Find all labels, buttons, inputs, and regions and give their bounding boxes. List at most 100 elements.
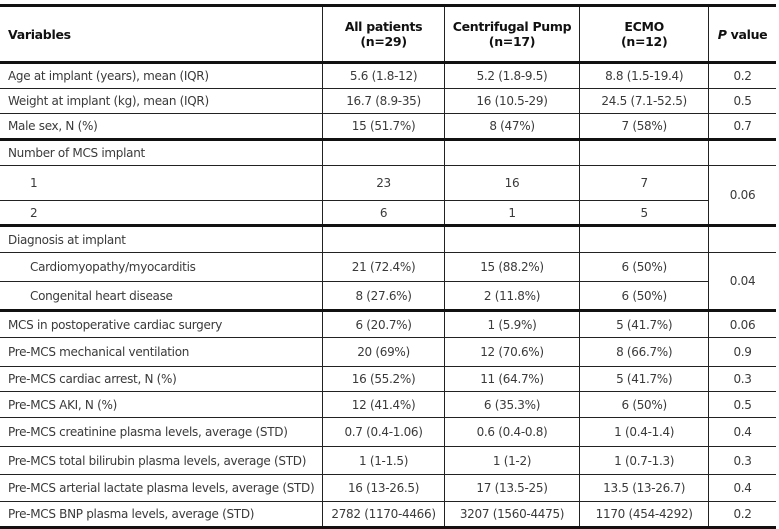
table-row: MCS in postoperative cardiac surgery 6 (2… [0, 310, 776, 338]
cell-all-patients: 2782 (1170-4466) [322, 501, 445, 529]
cell-p-value [708, 225, 776, 253]
row-label: MCS in postoperative cardiac surgery [0, 310, 323, 338]
row-label: 1 [0, 165, 323, 201]
cell-p-value: 0.4 [708, 417, 776, 447]
cell-centrifugal-pump [443, 225, 580, 253]
table-body: Age at implant (years), mean (IQR) 5.6 (1… [0, 62, 776, 529]
row-label: Pre-MCS cardiac arrest, N (%) [0, 366, 323, 392]
row-label: Number of MCS implant [0, 139, 323, 166]
table-row: Cardiomyopathy/myocarditis 21 (72.4%) 15 (… [0, 252, 776, 312]
cell-p-value: 0.5 [708, 88, 776, 114]
cell-p-value: 0.9 [708, 337, 776, 367]
row-label: Congenital heart disease [0, 281, 323, 312]
cell-all-patients: 16 (13-26.5) [322, 474, 445, 502]
header-variables: Variables [0, 5, 323, 63]
cell-ecmo: 8.8 (1.5-19.4) [579, 62, 709, 89]
header-text: Centrifugal Pump [452, 19, 572, 34]
row-label: 2 [0, 200, 323, 227]
row-label: Male sex, N (%) [0, 113, 323, 141]
cell-ecmo: 8 (66.7%) [579, 337, 709, 367]
header-text: All patients [344, 19, 423, 34]
cell-all-patients: 12 (41.4%) [322, 391, 445, 418]
cell-p-value: 0.06 [708, 165, 776, 227]
cell-ecmo: 6 (50%) [579, 281, 709, 312]
row-label: Age at implant (years), mean (IQR) [0, 62, 323, 89]
table-row: Congenital heart disease 8 (27.6%) 2 (11.8… [0, 281, 776, 312]
header-n: (n=17) [488, 34, 536, 49]
cell-all-patients: 1 (1-1.5) [322, 446, 445, 475]
row-label: Pre-MCS mechanical ventilation [0, 337, 323, 367]
cell-centrifugal-pump: 16 [443, 165, 580, 201]
row-label: Weight at implant (kg), mean (IQR) [0, 88, 323, 114]
cell-centrifugal-pump: 6 (35.3%) [443, 391, 580, 418]
cell-ecmo: 7 (58%) [579, 113, 709, 141]
cell-centrifugal-pump: 1 (5.9%) [443, 310, 580, 338]
cell-centrifugal-pump: 2 (11.8%) [443, 281, 580, 312]
cell-centrifugal-pump: 16 (10.5-29) [443, 88, 580, 114]
header-value: value [726, 26, 768, 42]
cell-ecmo: 7 [579, 165, 709, 201]
cell-p-value: 0.3 [708, 446, 776, 475]
cell-all-patients: 0.7 (0.4-1.06) [322, 417, 445, 447]
header-centrifugal-pump: Centrifugal Pump (n=17) [443, 5, 580, 63]
table-row: Pre-MCS cardiac arrest, N (%) 16 (55.2%) 1… [0, 366, 776, 392]
row-label: Pre-MCS AKI, N (%) [0, 391, 323, 418]
patient-characteristics-table: Variables All patients (n=29) Centrifugal… [0, 4, 776, 529]
cell-centrifugal-pump: 0.6 (0.4-0.8) [443, 417, 580, 447]
header-p-value: P value [708, 5, 776, 63]
row-label: Pre-MCS creatinine plasma levels, averag… [0, 417, 323, 447]
cell-ecmo: 13.5 (13-26.7) [579, 474, 709, 502]
table-row: Number of MCS implant [0, 139, 776, 166]
table-row: Pre-MCS AKI, N (%) 12 (41.4%) 6 (35.3%) 6 (… [0, 391, 776, 418]
table-row: Diagnosis at implant [0, 225, 776, 253]
cell-ecmo: 5 [579, 200, 709, 227]
cell-ecmo: 6 (50%) [579, 391, 709, 418]
table-row: Pre-MCS BNP plasma levels, average (STD)… [0, 501, 776, 529]
cell-p-value: 0.2 [708, 62, 776, 89]
cell-centrifugal-pump: 12 (70.6%) [443, 337, 580, 367]
table-row: Male sex, N (%) 15 (51.7%) 8 (47%) 7 (58%) 0… [0, 113, 776, 141]
cell-centrifugal-pump: 11 (64.7%) [443, 366, 580, 392]
row-label: Diagnosis at implant [0, 225, 323, 253]
table-row: Weight at implant (kg), mean (IQR) 16.7 (… [0, 88, 776, 114]
header-row: Variables All patients (n=29) Centrifugal… [0, 5, 776, 63]
table-row: Pre-MCS mechanical ventilation 20 (69%) 12… [0, 337, 776, 367]
cell-all-patients: 6 (20.7%) [322, 310, 445, 338]
header-p: P [717, 26, 727, 42]
header-text: Variables [8, 26, 71, 42]
header-ecmo: ECMO (n=12) [579, 5, 709, 63]
cell-all-patients: 8 (27.6%) [322, 281, 445, 312]
cell-p-value: 0.4 [708, 474, 776, 502]
cell-all-patients: 5.6 (1.8-12) [322, 62, 445, 89]
cell-p-value: 0.2 [708, 501, 776, 529]
row-label: Pre-MCS BNP plasma levels, average (STD) [0, 501, 323, 529]
cell-ecmo: 24.5 (7.1-52.5) [579, 88, 709, 114]
header-all-patients: All patients (n=29) [322, 5, 445, 63]
cell-p-value: 0.7 [708, 113, 776, 141]
header-text: ECMO [624, 19, 664, 34]
header-n: (n=12) [620, 34, 668, 49]
cell-ecmo: 1170 (454-4292) [579, 501, 709, 529]
cell-ecmo: 6 (50%) [579, 252, 709, 282]
cell-centrifugal-pump: 15 (88.2%) [443, 252, 580, 282]
cell-centrifugal-pump: 1 (1-2) [443, 446, 580, 475]
table-row: Pre-MCS total bilirubin plasma levels, a… [0, 446, 776, 475]
cell-p-value [708, 139, 776, 166]
table-row: Pre-MCS creatinine plasma levels, averag… [0, 417, 776, 447]
cell-ecmo: 1 (0.7-1.3) [579, 446, 709, 475]
cell-centrifugal-pump: 17 (13.5-25) [443, 474, 580, 502]
cell-ecmo: 5 (41.7%) [579, 366, 709, 392]
cell-p-value: 0.5 [708, 391, 776, 418]
cell-ecmo [579, 225, 709, 253]
cell-centrifugal-pump [443, 139, 580, 166]
cell-p-value: 0.3 [708, 366, 776, 392]
table-row: Pre-MCS arterial lactate plasma levels, … [0, 474, 776, 502]
cell-all-patients: 16 (55.2%) [322, 366, 445, 392]
cell-all-patients [322, 139, 445, 166]
cell-ecmo [579, 139, 709, 166]
cell-centrifugal-pump: 8 (47%) [443, 113, 580, 141]
header-n: (n=29) [360, 34, 407, 49]
cell-p-value: 0.06 [708, 310, 776, 338]
cell-ecmo: 1 (0.4-1.4) [579, 417, 709, 447]
